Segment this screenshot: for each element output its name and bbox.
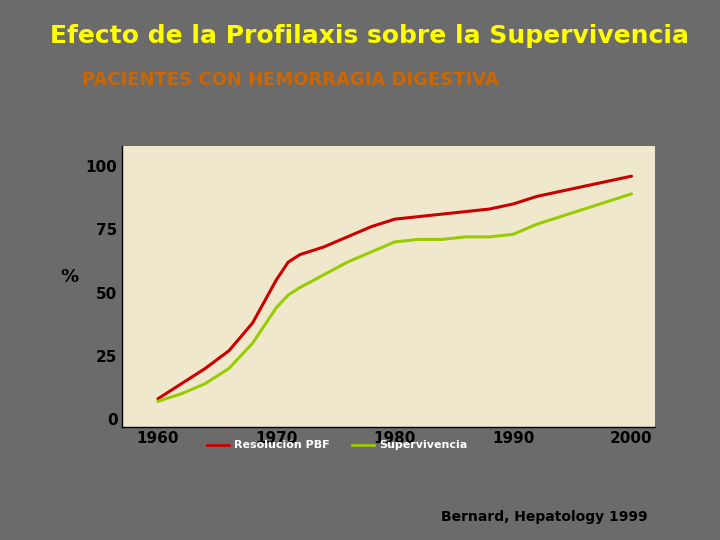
Resolución PBF — [320, 244, 328, 250]
Supervivencia — [627, 191, 636, 197]
Supervivencia — [248, 340, 257, 346]
Resolución PBF — [201, 365, 210, 372]
Supervivencia — [462, 234, 470, 240]
Supervivencia — [556, 213, 564, 220]
Supervivencia — [272, 305, 281, 311]
Supervivencia — [177, 390, 186, 397]
Supervivencia — [343, 259, 351, 265]
Resolución PBF — [296, 251, 305, 258]
Resolución PBF — [153, 395, 162, 402]
Resolución PBF — [248, 320, 257, 326]
Line: Resolución PBF: Resolución PBF — [158, 176, 631, 399]
Resolución PBF — [390, 216, 399, 222]
Resolución PBF — [284, 259, 292, 265]
Text: PACIENTES CON HEMORRAGIA DIGESTIVA: PACIENTES CON HEMORRAGIA DIGESTIVA — [82, 71, 498, 89]
Supervivencia — [438, 236, 446, 242]
Supervivencia — [225, 365, 233, 372]
Supervivencia — [533, 221, 541, 227]
Resolución PBF — [414, 213, 423, 220]
Resolución PBF — [177, 380, 186, 387]
Resolución PBF — [533, 193, 541, 200]
Resolución PBF — [343, 234, 351, 240]
Resolución PBF — [627, 173, 636, 179]
Resolución PBF — [509, 201, 518, 207]
Supervivencia — [201, 380, 210, 387]
Supervivencia — [320, 272, 328, 278]
Supervivencia — [485, 234, 494, 240]
Supervivencia — [296, 284, 305, 291]
Resolución PBF — [438, 211, 446, 217]
Resolución PBF — [485, 206, 494, 212]
Resolución PBF — [225, 347, 233, 354]
Supervivencia — [580, 206, 588, 212]
Supervivencia — [603, 198, 612, 205]
Text: Supervivencia: Supervivencia — [379, 440, 468, 450]
Y-axis label: %: % — [60, 268, 78, 286]
Supervivencia — [366, 249, 375, 255]
Resolución PBF — [366, 224, 375, 230]
Line: Supervivencia: Supervivencia — [158, 194, 631, 401]
Resolución PBF — [556, 188, 564, 194]
Supervivencia — [390, 239, 399, 245]
Resolución PBF — [272, 276, 281, 283]
Supervivencia — [509, 231, 518, 238]
Text: Resolución PBF: Resolución PBF — [235, 440, 330, 450]
Supervivencia — [284, 292, 292, 298]
Resolución PBF — [462, 208, 470, 215]
Text: Bernard, Hepatology 1999: Bernard, Hepatology 1999 — [441, 510, 648, 524]
Resolución PBF — [603, 178, 612, 185]
Supervivencia — [153, 398, 162, 404]
Text: Efecto de la Profilaxis sobre la Supervivencia: Efecto de la Profilaxis sobre la Supervi… — [50, 24, 690, 48]
Supervivencia — [414, 236, 423, 242]
Resolución PBF — [580, 183, 588, 190]
